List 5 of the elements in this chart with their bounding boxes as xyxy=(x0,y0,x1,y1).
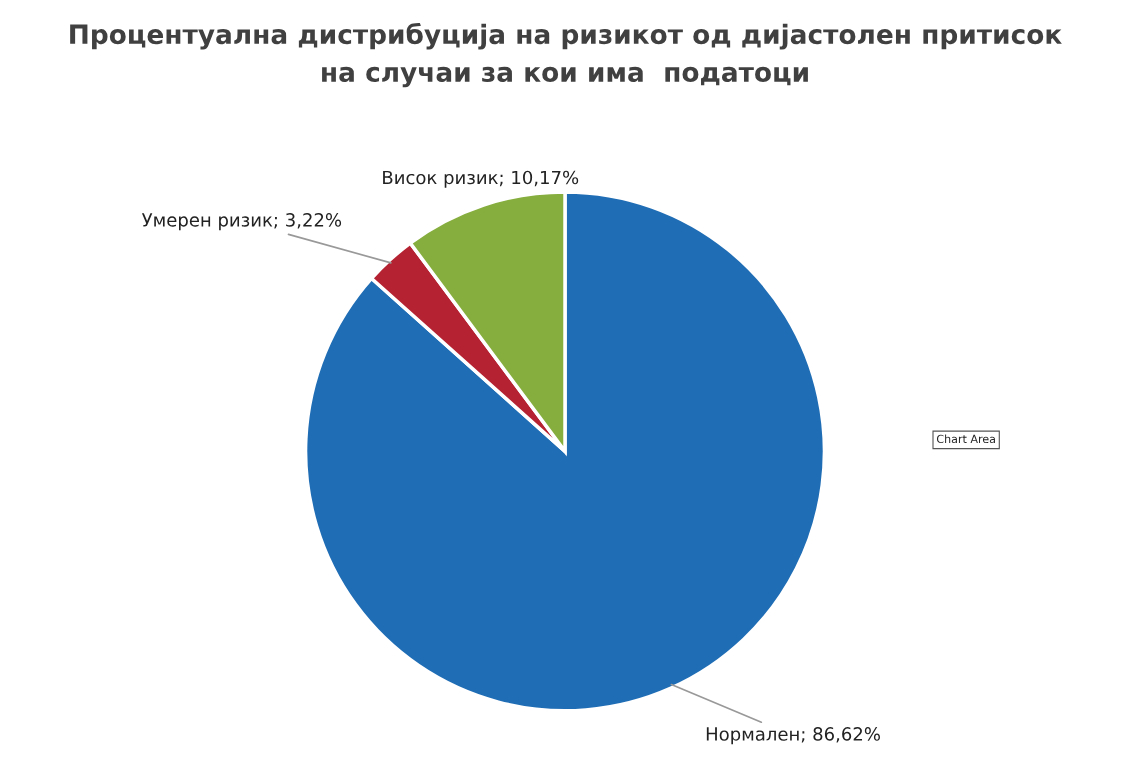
slice-label: Висок ризик; 10,17% xyxy=(383,170,579,188)
slice-label: Нормален; 86,62% xyxy=(706,727,880,745)
text: Chart Area xyxy=(936,434,995,444)
slice-label: Умерен ризик; 3,22% xyxy=(141,213,342,231)
chart-title: Процентуална дистрибуција на ризикот од дијастолен притисок на случаи за кои има податоци xyxy=(70,22,1062,88)
